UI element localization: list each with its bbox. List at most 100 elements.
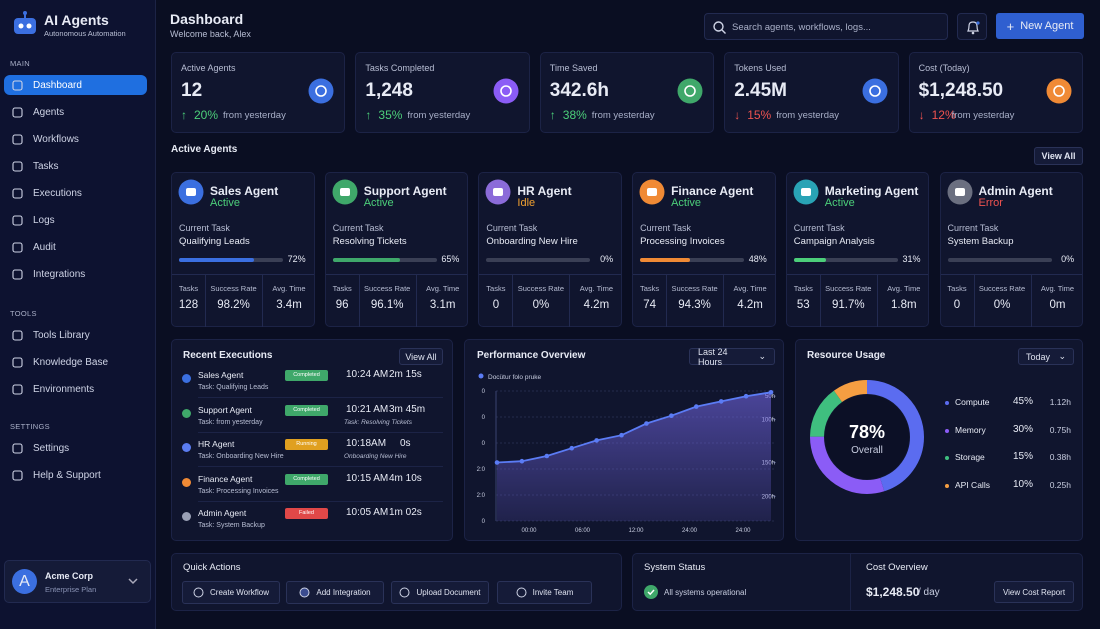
nav-section-title: SETTINGS	[10, 422, 50, 431]
legend-dot	[945, 401, 949, 405]
view-cost-report[interactable]: View Cost Report	[994, 581, 1074, 603]
action-button[interactable]: Upload Document	[391, 581, 489, 604]
nav-item[interactable]: Logs	[0, 207, 155, 234]
progress-bar	[793, 258, 827, 262]
nav-icon	[12, 384, 23, 395]
brand-title: AI Agents	[44, 12, 109, 28]
stat-value: 12	[181, 80, 203, 101]
icon-glyph	[800, 188, 811, 196]
agent-icon	[182, 477, 191, 487]
nav-item[interactable]: Dashboard	[4, 75, 147, 95]
stat-note: from yesterday	[776, 110, 840, 121]
nav-item[interactable]: Tools Library	[0, 322, 155, 349]
metric-value: 4.2m	[737, 299, 763, 311]
metric-value: 3.4m	[276, 299, 302, 311]
stat-change: 38%	[562, 108, 587, 122]
donut-segment	[810, 380, 924, 494]
user-card[interactable]: A Acme Corp Enterprise Plan	[4, 560, 151, 603]
action-button[interactable]: Invite Team	[497, 581, 592, 604]
metric-label: Avg. Time	[579, 284, 613, 293]
progress-label: 0%	[600, 254, 614, 264]
view-all-button[interactable]: View All	[1034, 147, 1083, 165]
stat-card: Tokens Used 2.45M ↓ 15% from yesterday	[724, 52, 899, 133]
exec-time: 10:15 AM	[346, 472, 389, 484]
range-dropdown[interactable]: Today ⌄	[1018, 348, 1074, 365]
nav-section-title: TOOLS	[10, 309, 37, 318]
resource-hours: 0.25h	[1049, 480, 1071, 491]
stat-label: Cost (Today)	[918, 63, 970, 73]
metric-divider	[512, 274, 514, 327]
nav-section-title: MAIN	[10, 59, 30, 68]
metric-label: Tasks	[793, 284, 813, 293]
nav-label: Audit	[33, 242, 56, 253]
agent-status: Active	[671, 197, 702, 209]
nav-item[interactable]: Workflows	[0, 126, 155, 153]
icon-shape	[12, 330, 23, 341]
donut-center	[825, 395, 909, 479]
resource-name: Memory	[955, 424, 986, 435]
action-label: Add Integration	[316, 588, 371, 597]
nav-item[interactable]: Help & Support	[0, 462, 155, 489]
exec-time: 10:24 AM	[346, 369, 389, 380]
range-dropdown[interactable]: Last 24 Hours ⌄	[689, 347, 775, 367]
stat-icon	[677, 78, 703, 104]
point	[569, 445, 575, 451]
icon-glyph	[954, 188, 965, 196]
nav-item[interactable]: Knowledge Base	[0, 349, 155, 376]
progress-bar	[640, 258, 690, 262]
icon-shape	[12, 134, 23, 145]
icon-bg	[493, 78, 519, 104]
nav-label: Tools Library	[33, 330, 90, 341]
progress-label: 65%	[441, 254, 460, 264]
metric-label: Avg. Time	[272, 284, 306, 293]
panel-title: Recent Executions	[183, 350, 273, 361]
action-button[interactable]: Add Integration	[286, 581, 384, 604]
x-tick-label: 12:00	[628, 528, 644, 534]
view-all-button[interactable]: View All	[399, 348, 443, 365]
cost-unit: / day	[918, 587, 940, 598]
stat-value: 2.45M	[734, 80, 787, 101]
icon-shape	[182, 477, 191, 487]
stat-value: $1,248.50	[918, 80, 1004, 101]
metric-divider	[358, 274, 360, 327]
page-subtitle: Welcome back, Alex	[170, 29, 251, 39]
search-box[interactable]: Search agents, workflows, logs...	[704, 13, 948, 40]
nav-item[interactable]: Tasks	[0, 153, 155, 180]
action-icon	[399, 587, 410, 598]
resource-name: API Calls	[955, 480, 990, 491]
icon-bg	[1046, 78, 1072, 104]
exec-task: Task: Qualifying Leads	[198, 384, 269, 391]
stat-card: Cost (Today) $1,248.50 ↓ 12% from yesterday	[908, 52, 1083, 133]
exec-duration: 1m 02s	[389, 507, 422, 518]
agent-name: Sales Agent	[210, 184, 279, 198]
nav-label: Knowledge Base	[33, 357, 109, 368]
nav-label: Help & Support	[33, 470, 101, 481]
x-tick-label: 24:00	[735, 528, 751, 534]
metric-divider	[262, 274, 263, 327]
resource-hours: 0.75h	[1049, 424, 1071, 435]
action-button[interactable]: Create Workflow	[182, 581, 280, 604]
y-tick-label: 0	[482, 519, 486, 525]
icon-glyph	[186, 188, 196, 196]
agent-icon	[947, 179, 972, 205]
icon-bg	[677, 78, 703, 104]
nav-label: Workflows	[33, 134, 79, 145]
new-agent-button[interactable]: + New Agent	[996, 13, 1084, 39]
cost-amount: $1,248.50	[866, 585, 920, 599]
y-tick-label: 0	[482, 389, 486, 395]
notifications[interactable]	[957, 13, 987, 40]
nav-item[interactable]: Integrations	[0, 261, 155, 288]
icon-glyph	[315, 85, 328, 97]
agent-name: Support Agent	[363, 184, 447, 198]
nav-item[interactable]: Settings	[0, 435, 155, 462]
nav-item[interactable]: Executions	[0, 180, 155, 207]
nav-label: Logs	[33, 215, 55, 226]
nav-item[interactable]: Environments	[0, 376, 155, 403]
resource-percent: 15%	[1012, 451, 1033, 463]
nav-item[interactable]: Audit	[0, 234, 155, 261]
nav-item[interactable]: Agents	[0, 99, 155, 126]
metric-value: 74	[643, 299, 656, 311]
nav-label: Environments	[33, 384, 95, 395]
stat-card: Tasks Completed 1,248 ↑ 35% from yesterday	[355, 52, 530, 133]
agent-card: Finance Agent Active Current Task Processin…	[632, 172, 776, 327]
